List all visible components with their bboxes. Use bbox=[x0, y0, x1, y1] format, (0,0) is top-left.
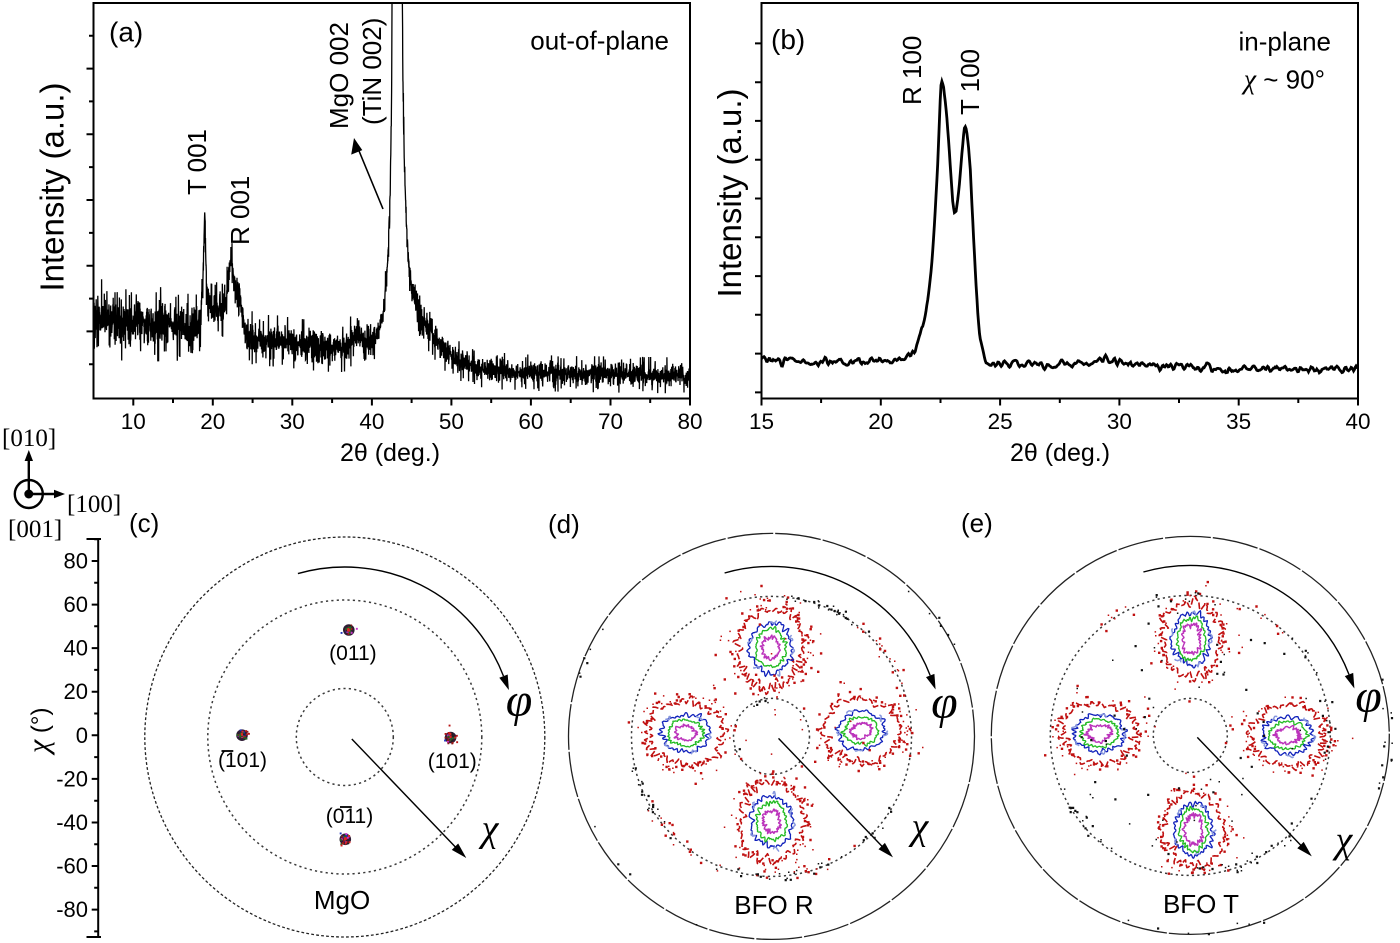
svg-text:(b): (b) bbox=[771, 24, 805, 55]
svg-text:(TiN 002): (TiN 002) bbox=[357, 18, 387, 125]
svg-text:-20: -20 bbox=[56, 766, 88, 791]
svg-text:2θ (deg.): 2θ (deg.) bbox=[1010, 439, 1110, 467]
svg-text:Intensity (a.u.): Intensity (a.u.) bbox=[34, 82, 71, 291]
svg-text:30: 30 bbox=[1107, 409, 1132, 434]
svg-text:R 100: R 100 bbox=[897, 36, 927, 105]
svg-text:(011): (011) bbox=[329, 642, 376, 665]
svg-text:χ: χ bbox=[478, 808, 500, 850]
svg-text:-40: -40 bbox=[56, 810, 88, 835]
svg-text:φ: φ bbox=[931, 676, 958, 729]
svg-text:60: 60 bbox=[518, 409, 543, 434]
svg-text:MgO 002: MgO 002 bbox=[324, 22, 354, 129]
svg-text:(c): (c) bbox=[129, 508, 159, 538]
svg-text:25: 25 bbox=[988, 409, 1013, 434]
svg-text:40: 40 bbox=[359, 409, 384, 434]
svg-text:out-of-plane: out-of-plane bbox=[530, 26, 669, 56]
svg-text:0: 0 bbox=[76, 723, 88, 748]
svg-text:T 001: T 001 bbox=[182, 129, 212, 195]
svg-text:80: 80 bbox=[677, 409, 702, 434]
svg-text:-60: -60 bbox=[56, 854, 88, 879]
svg-text:(e): (e) bbox=[961, 508, 993, 538]
svg-text:20: 20 bbox=[868, 409, 893, 434]
svg-text:70: 70 bbox=[598, 409, 623, 434]
svg-text:φ: φ bbox=[506, 674, 533, 727]
svg-text:φ: φ bbox=[1355, 670, 1382, 723]
svg-text:BFO R: BFO R bbox=[734, 890, 813, 920]
svg-text:(101): (101) bbox=[428, 750, 477, 773]
svg-text:30: 30 bbox=[280, 409, 305, 434]
svg-text:20: 20 bbox=[64, 679, 88, 704]
svg-text:MgO: MgO bbox=[314, 885, 370, 915]
svg-text:(011): (011) bbox=[326, 805, 373, 828]
svg-text:40: 40 bbox=[1345, 409, 1370, 434]
svg-text:35: 35 bbox=[1226, 409, 1251, 434]
svg-text:χ: χ bbox=[907, 806, 929, 848]
svg-text:χ (°): χ (°) bbox=[22, 708, 55, 756]
svg-text:(101): (101) bbox=[218, 749, 267, 772]
svg-text:(a): (a) bbox=[109, 17, 143, 48]
svg-text:in-plane: in-plane bbox=[1238, 27, 1331, 57]
svg-text:10: 10 bbox=[121, 409, 146, 434]
svg-text:Intensity (a.u.): Intensity (a.u.) bbox=[711, 88, 748, 297]
svg-text:15: 15 bbox=[749, 409, 774, 434]
svg-text:χ: χ bbox=[1331, 820, 1353, 862]
svg-text:60: 60 bbox=[64, 592, 88, 617]
svg-text:80: 80 bbox=[64, 549, 88, 574]
svg-text:[010]: [010] bbox=[2, 425, 56, 452]
svg-text:2θ (deg.): 2θ (deg.) bbox=[340, 439, 440, 467]
svg-text:20: 20 bbox=[200, 409, 225, 434]
svg-text:40: 40 bbox=[64, 636, 88, 661]
svg-text:50: 50 bbox=[439, 409, 464, 434]
svg-text:[100]: [100] bbox=[67, 491, 121, 518]
svg-text:χ ~ 90°: χ ~ 90° bbox=[1241, 65, 1325, 96]
svg-text:R 001: R 001 bbox=[225, 176, 255, 245]
svg-text:BFO T: BFO T bbox=[1163, 889, 1239, 919]
svg-text:(d): (d) bbox=[548, 509, 580, 539]
svg-text:[001]: [001] bbox=[8, 516, 62, 543]
svg-text:-80: -80 bbox=[56, 897, 88, 922]
svg-text:T 100: T 100 bbox=[955, 49, 985, 115]
